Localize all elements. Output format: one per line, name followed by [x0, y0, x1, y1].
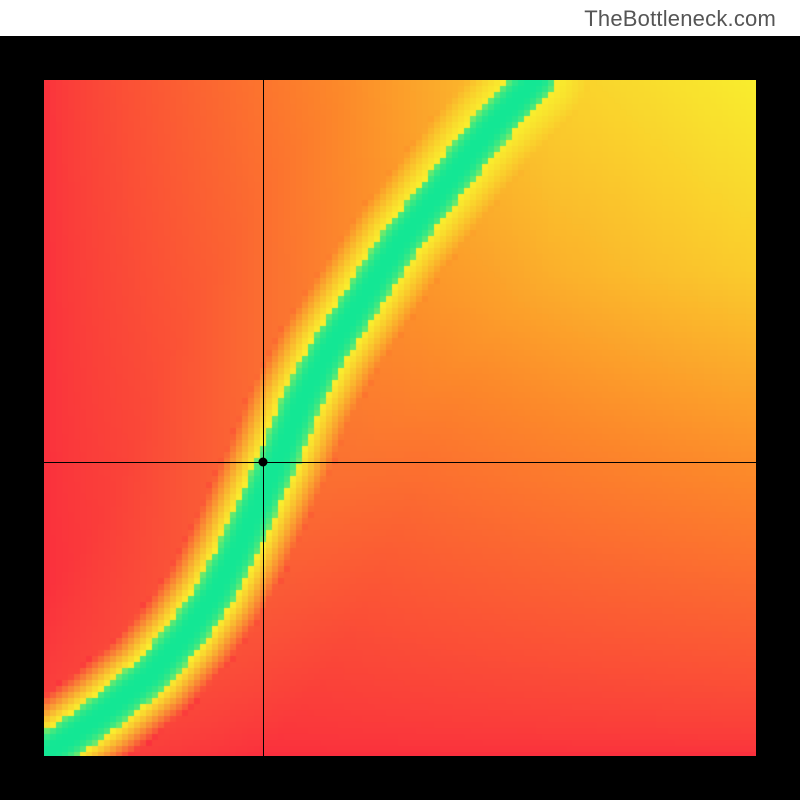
chart-container: TheBottleneck.com	[0, 0, 800, 800]
crosshair-horizontal	[44, 462, 756, 463]
heatmap-canvas	[44, 80, 756, 756]
crosshair-vertical	[263, 80, 264, 756]
heatmap-plot-area	[44, 80, 756, 756]
watermark-text: TheBottleneck.com	[584, 6, 776, 32]
crosshair-marker-dot	[259, 458, 268, 467]
